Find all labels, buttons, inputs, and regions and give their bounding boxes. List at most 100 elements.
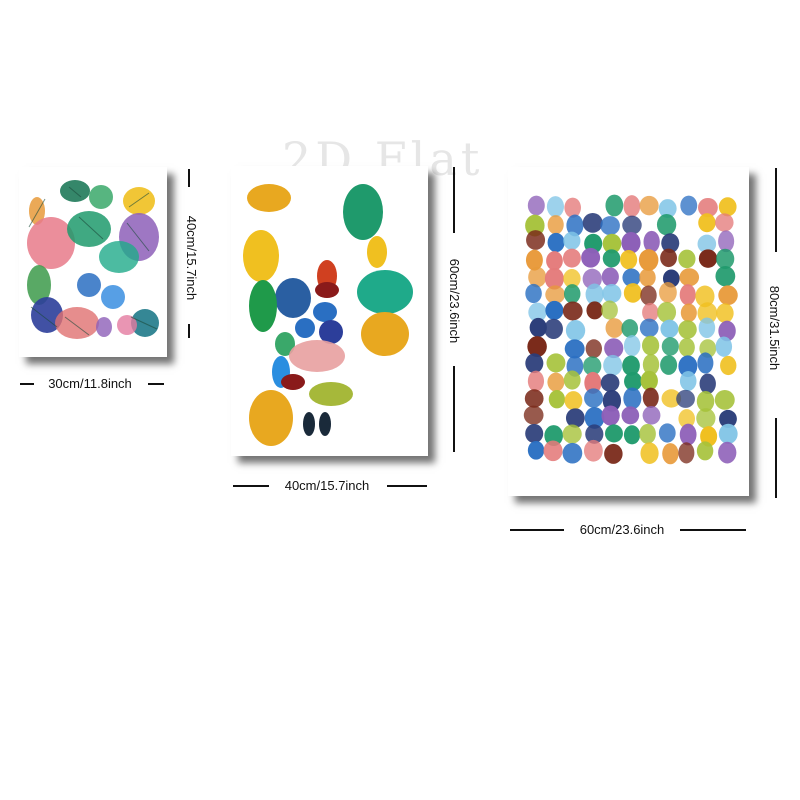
dot (660, 248, 677, 268)
dot (715, 213, 734, 232)
dot (657, 301, 677, 323)
dot (605, 318, 624, 338)
dot (602, 283, 622, 304)
dot (601, 300, 618, 320)
medium-height-line-bottom (453, 366, 455, 452)
small-width-line-right (148, 383, 164, 385)
dot (584, 407, 605, 429)
dot (562, 301, 583, 321)
dot (659, 282, 677, 303)
dot (696, 408, 716, 429)
dot (641, 335, 660, 356)
dot (623, 425, 641, 445)
dot (528, 266, 547, 288)
dot (528, 302, 547, 322)
dot (718, 441, 737, 464)
dot (638, 249, 659, 271)
dot (600, 216, 620, 236)
dot (584, 371, 602, 394)
dot (697, 234, 717, 254)
artwork-stones (243, 184, 413, 446)
dot (564, 339, 585, 359)
dot (678, 355, 698, 378)
dot (562, 424, 582, 444)
dot (639, 195, 659, 216)
dot (586, 301, 603, 320)
dot (621, 406, 640, 425)
dot (679, 268, 700, 287)
dot (714, 390, 735, 410)
dot (658, 199, 677, 219)
small-height-line-bottom (188, 324, 190, 338)
dot (584, 388, 604, 408)
dot (660, 355, 678, 375)
dot (678, 249, 696, 269)
dot (716, 248, 735, 269)
dot (602, 249, 621, 268)
dot (642, 354, 660, 376)
dot (623, 335, 641, 357)
dot (640, 285, 657, 306)
dot (695, 285, 715, 308)
dot (680, 303, 697, 323)
dot (581, 247, 601, 268)
dot (546, 196, 565, 218)
dot (680, 195, 698, 216)
dot (601, 405, 620, 426)
dot (718, 285, 738, 306)
dot (676, 389, 695, 408)
medium-width-line-left (233, 485, 269, 487)
dot (623, 387, 642, 410)
dot (660, 319, 679, 338)
dot (698, 213, 716, 233)
dot (562, 442, 583, 464)
dot (563, 370, 581, 390)
poster-medium (231, 166, 428, 456)
dot (562, 248, 581, 268)
large-height-line-bottom (775, 418, 777, 498)
dot (605, 424, 623, 443)
dot (527, 336, 547, 358)
poster-large (508, 167, 749, 496)
dot (679, 284, 696, 306)
dot (623, 195, 641, 218)
dot (605, 194, 624, 217)
dot (527, 370, 545, 392)
dot (678, 337, 695, 357)
dot (563, 269, 581, 289)
dot (678, 409, 696, 429)
artwork-dots (523, 194, 738, 465)
dot (548, 390, 566, 409)
dot (718, 197, 737, 217)
dot (661, 389, 682, 408)
dot (585, 283, 604, 306)
dot (715, 336, 733, 357)
dot (585, 424, 604, 444)
large-width-line-left (510, 529, 564, 531)
dot (720, 355, 737, 376)
dot (604, 443, 623, 464)
dot (546, 251, 563, 271)
small-height-line-top (188, 169, 190, 187)
dot (547, 232, 565, 253)
dot (639, 423, 656, 444)
dot (718, 320, 736, 342)
dot (697, 352, 714, 374)
dot (622, 215, 642, 235)
dot (583, 356, 602, 376)
dot (639, 268, 656, 287)
dot (624, 371, 643, 391)
dot (526, 230, 546, 250)
dot (698, 317, 716, 339)
small-width-label: 30cm/11.8inch (48, 376, 132, 391)
dot (602, 233, 622, 254)
dot (718, 423, 738, 444)
dot (643, 230, 660, 253)
dot (564, 391, 583, 411)
dot (642, 387, 659, 408)
dot (547, 372, 565, 392)
dot (546, 353, 566, 373)
dot (545, 285, 566, 304)
dot (582, 212, 603, 233)
dot (527, 195, 545, 216)
